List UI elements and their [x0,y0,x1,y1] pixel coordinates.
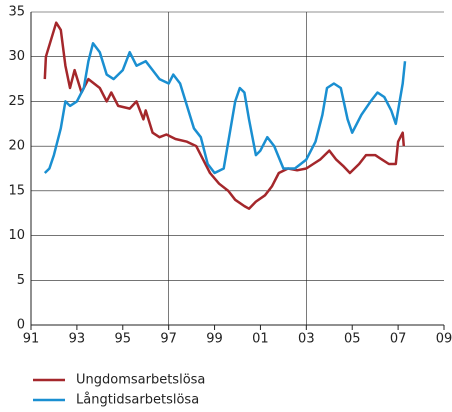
x-tick-label: 07 [390,332,407,347]
y-tick-label: 0 [17,318,25,333]
y-tick-label: 5 [17,273,25,288]
series-line [43,42,407,175]
y-tick-label: 20 [8,139,25,154]
x-tick-label: 93 [69,332,86,347]
series-line [43,21,406,210]
x-tick-label: 97 [160,332,177,347]
legend-label: Ungdomsarbetslösa [76,373,205,388]
y-tick-label: 25 [8,94,25,109]
y-tick-label: 30 [8,49,25,64]
x-tick-label: 95 [115,332,132,347]
legend-label: Långtidsarbetslösa [76,393,199,408]
x-tick-label: 05 [344,332,361,347]
y-tick-label: 15 [8,183,25,198]
x-tick-label: 09 [436,332,452,347]
x-tick-label: 03 [298,332,315,347]
x-tick-label: 01 [252,332,269,347]
x-tick-label: 91 [23,332,40,347]
y-tick-label: 35 [8,5,25,20]
x-tick-label: 99 [206,332,223,347]
y-tick-label: 10 [8,228,25,243]
